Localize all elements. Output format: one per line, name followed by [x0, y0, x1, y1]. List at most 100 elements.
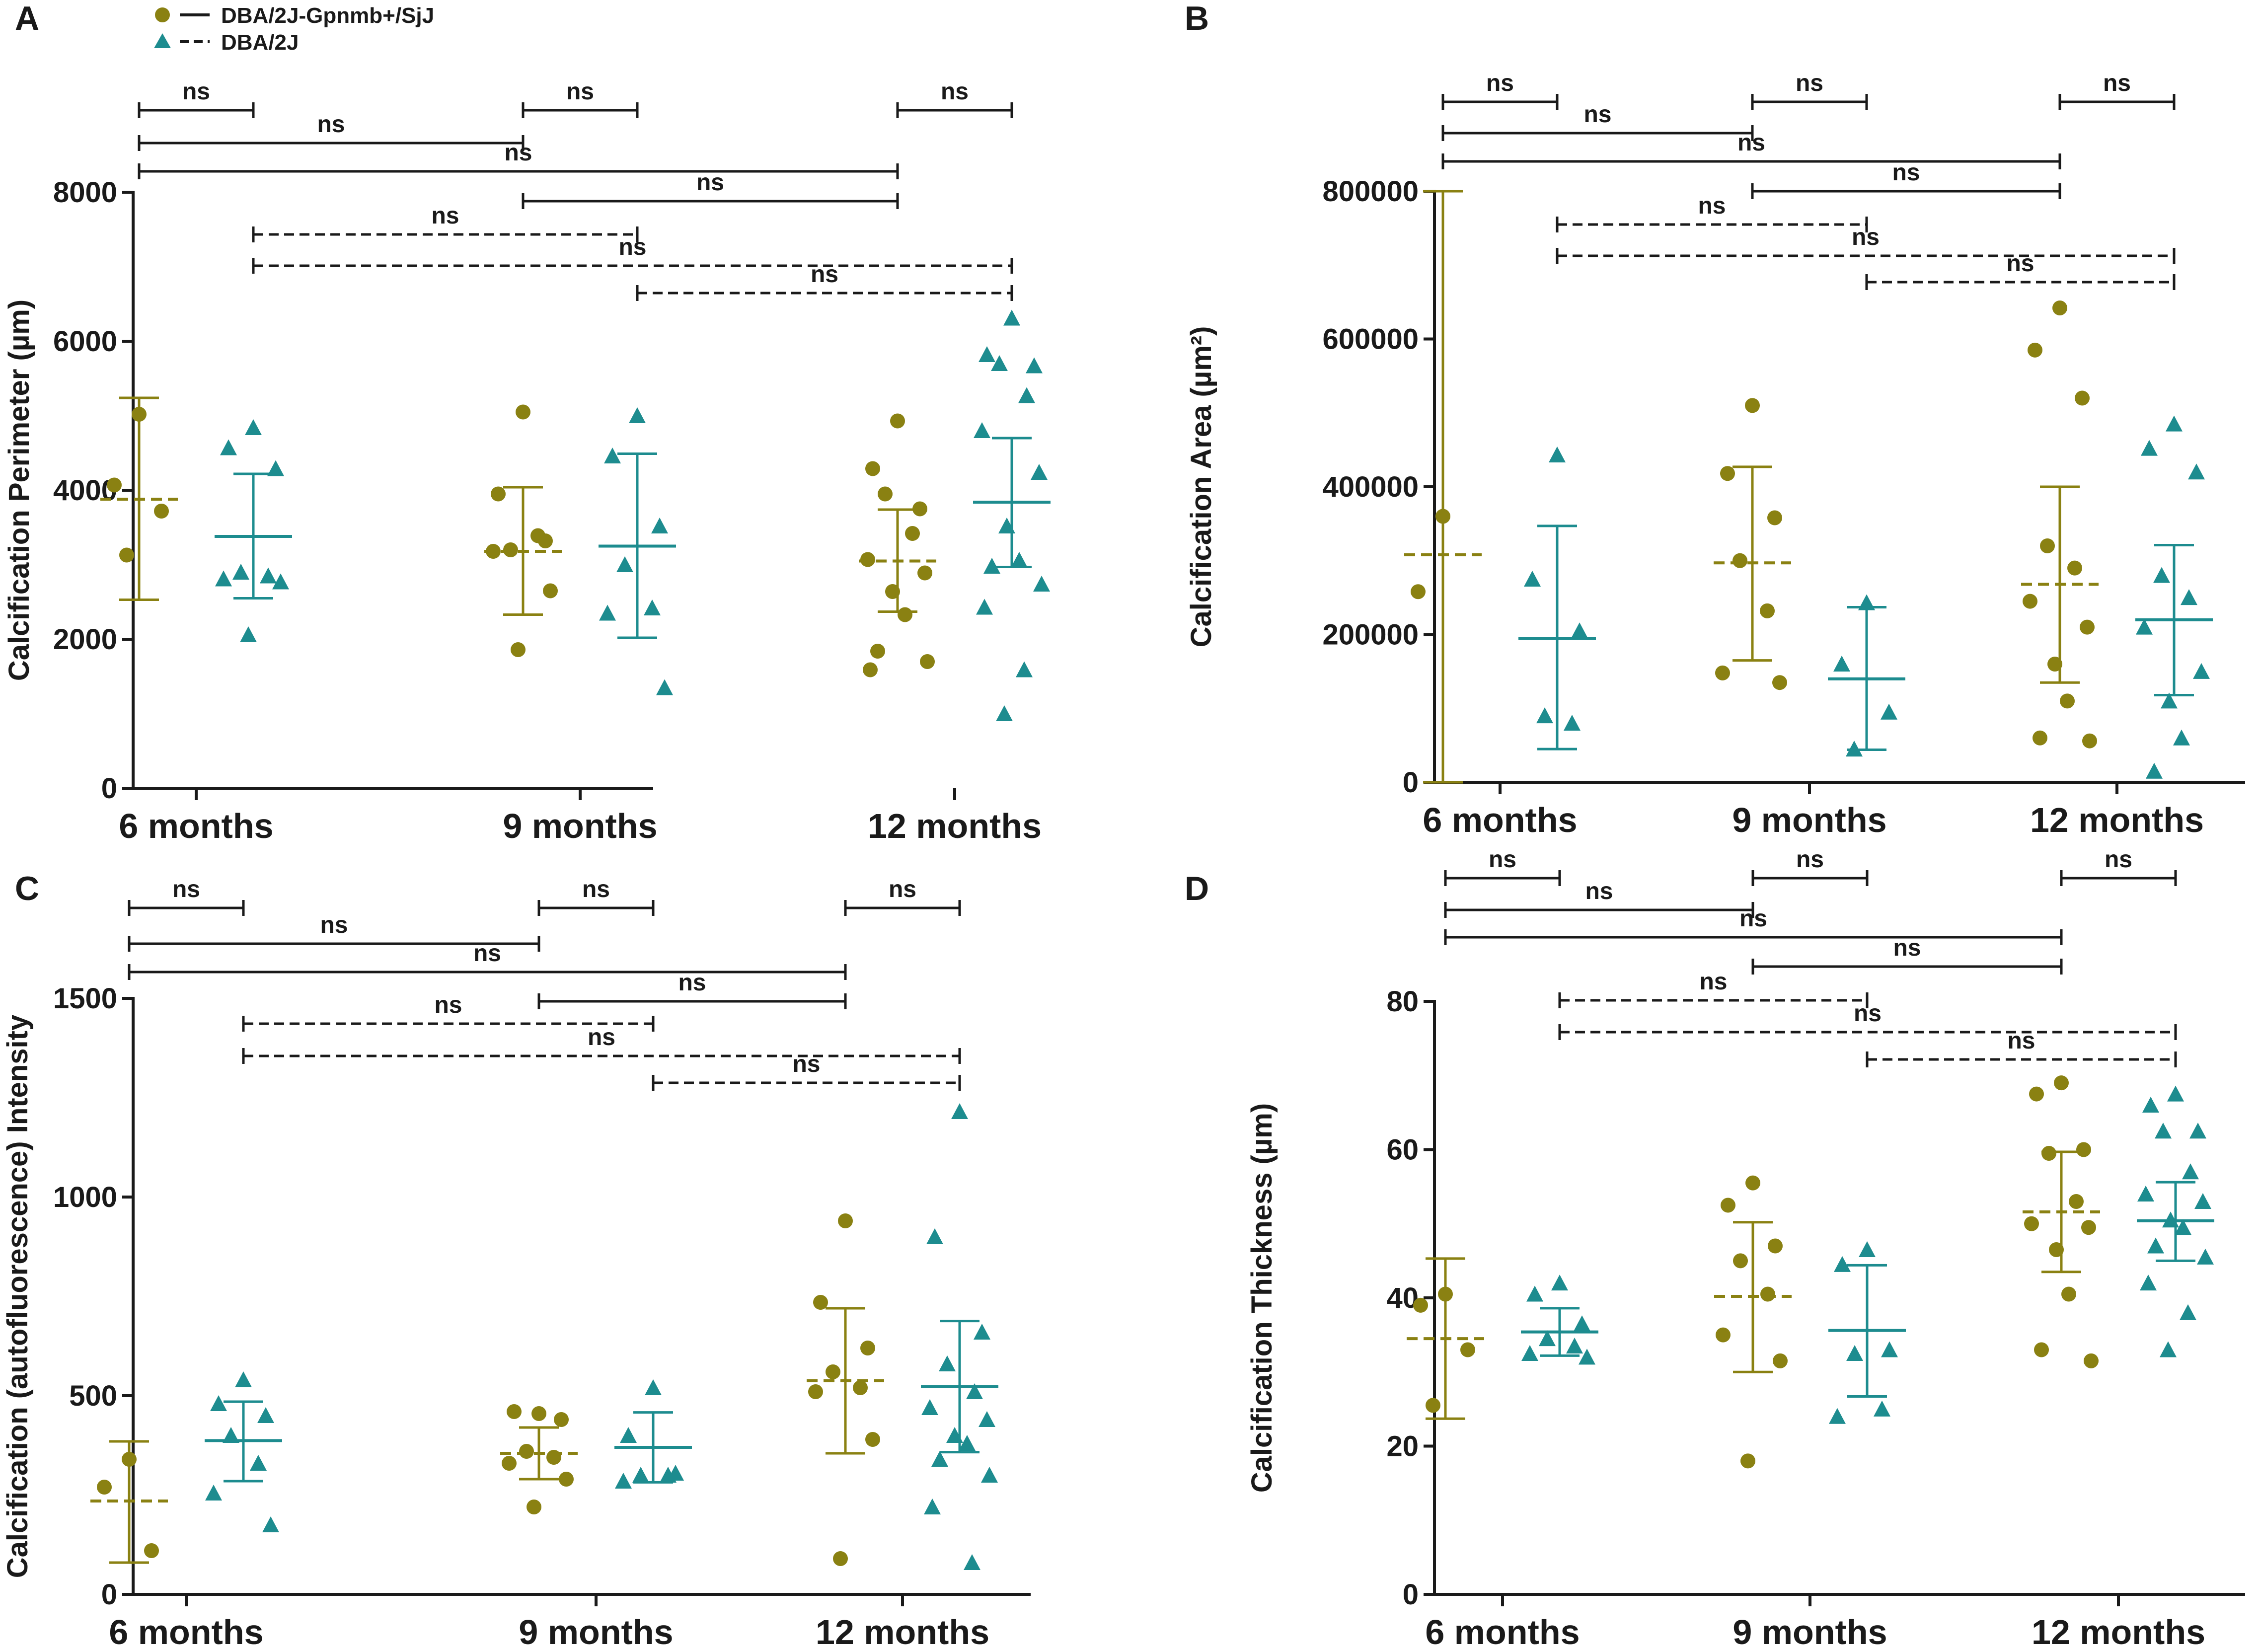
- point-6-months-dba2j: [215, 570, 232, 587]
- point-9-months-gpnmb: [1745, 398, 1760, 413]
- comparison-label: ns: [1796, 846, 1824, 873]
- point-12-months-gpnmb: [898, 607, 912, 622]
- point-12-months-dba2j: [2146, 762, 2163, 779]
- comparison-label: ns: [811, 261, 838, 288]
- point-6-months-gpnmb: [144, 1543, 159, 1558]
- point-9-months-gpnmb: [1760, 1286, 1775, 1302]
- point-9-months-gpnmb: [1773, 1353, 1788, 1368]
- point-12-months-dba2j: [2182, 1163, 2199, 1180]
- point-6-months-gpnmb: [1413, 1297, 1428, 1313]
- comparison-label: ns: [320, 912, 348, 938]
- point-12-months-dba2j: [2160, 1341, 2177, 1357]
- point-9-months-gpnmb: [1733, 553, 1747, 568]
- point-12-months-dba2j: [951, 1103, 968, 1119]
- legend-label: DBA/2J-Gpnmb+/SjJ: [221, 3, 434, 28]
- point-12-months-gpnmb: [905, 526, 920, 541]
- point-12-months-dba2j: [983, 558, 1000, 574]
- point-9-months-gpnmb: [559, 1472, 574, 1487]
- point-12-months-dba2j: [979, 1411, 995, 1427]
- comparison-label: ns: [2007, 1028, 2035, 1054]
- legend-label: DBA/2J: [221, 30, 299, 55]
- x-tick-label-9-months: 9 months: [503, 807, 657, 845]
- point-9-months-gpnmb: [531, 1406, 546, 1421]
- point-12-months-dba2j: [2142, 1096, 2159, 1113]
- point-6-months-gpnmb: [97, 1480, 112, 1495]
- x-tick-label-9-months: 9 months: [1733, 1613, 1887, 1652]
- point-6-months-dba2j: [205, 1485, 222, 1501]
- point-12-months-gpnmb: [2024, 1216, 2039, 1231]
- point-6-months-dba2j: [1549, 447, 1566, 463]
- panel-letter: A: [15, 0, 39, 37]
- point-12-months-gpnmb: [808, 1384, 823, 1399]
- point-12-months-gpnmb: [2047, 657, 2062, 672]
- point-12-months-gpnmb: [2082, 733, 2097, 749]
- point-12-months-gpnmb: [838, 1213, 853, 1228]
- point-6-months-dba2j: [210, 1395, 227, 1411]
- point-9-months-dba2j: [632, 1467, 649, 1483]
- x-tick-label-12-months: 12 months: [2030, 801, 2204, 839]
- y-tick-label: 20: [1386, 1430, 1419, 1463]
- comparison-label: ns: [1739, 905, 1767, 932]
- x-tick-label-6-months: 6 months: [119, 807, 273, 845]
- point-9-months-gpnmb: [1760, 603, 1775, 618]
- point-12-months-gpnmb: [2029, 1086, 2044, 1102]
- point-9-months-dba2j: [645, 1379, 662, 1395]
- point-12-months-dba2j: [931, 1451, 948, 1467]
- point-6-months-gpnmb: [1460, 1342, 1475, 1357]
- comparison-label: ns: [434, 992, 462, 1018]
- point-9-months-dba2j: [620, 1427, 637, 1443]
- point-9-months-dba2j: [615, 1473, 632, 1489]
- y-tick-label: 2000: [53, 623, 117, 656]
- point-12-months-gpnmb: [2069, 1194, 2084, 1209]
- point-9-months-gpnmb: [527, 1500, 541, 1514]
- comparison-label: ns: [1489, 846, 1516, 873]
- point-12-months-gpnmb: [2080, 619, 2095, 635]
- comparison-label: ns: [317, 111, 345, 138]
- point-12-months-gpnmb: [860, 1341, 875, 1355]
- point-12-months-dba2j: [966, 1383, 983, 1399]
- point-12-months-gpnmb: [860, 552, 875, 567]
- point-12-months-dba2j: [2153, 567, 2170, 583]
- y-tick-label: 400000: [1322, 471, 1419, 503]
- point-12-months-gpnmb: [2052, 300, 2067, 316]
- point-9-months-gpnmb: [530, 528, 545, 543]
- comparison-label: ns: [2006, 250, 2034, 277]
- panel-letter: C: [15, 870, 39, 907]
- point-12-months-gpnmb: [2075, 390, 2090, 406]
- comparison-label: ns: [1796, 70, 1823, 96]
- comparison-label: ns: [2103, 70, 2131, 96]
- comparison-label: ns: [1585, 878, 1613, 904]
- point-12-months-gpnmb: [2040, 538, 2055, 553]
- point-12-months-dba2j: [996, 705, 1013, 721]
- point-9-months-dba2j: [1859, 1241, 1876, 1257]
- point-6-months-dba2j: [220, 439, 237, 455]
- point-6-months-gpnmb: [1426, 1398, 1440, 1413]
- comparison-label: ns: [1583, 101, 1611, 128]
- comparison-label: ns: [1892, 159, 1920, 186]
- comparison-label: ns: [1699, 969, 1727, 995]
- point-12-months-gpnmb: [878, 486, 893, 502]
- point-6-months-dba2j: [260, 567, 277, 584]
- y-axis-label: Calcification Area (µm²): [1185, 326, 1217, 648]
- x-tick-label-9-months: 9 months: [1732, 801, 1886, 839]
- y-axis-label: Calcification Thickness (µm): [1246, 1103, 1278, 1493]
- point-9-months-dba2j: [1874, 1400, 1890, 1417]
- point-12-months-dba2j: [2166, 415, 2183, 432]
- comparison-label: ns: [182, 78, 210, 105]
- point-12-months-dba2j: [946, 1427, 963, 1443]
- point-12-months-gpnmb: [917, 565, 932, 581]
- point-9-months-dba2j: [1846, 1345, 1863, 1361]
- point-9-months-dba2j: [1846, 741, 1863, 757]
- point-6-months-dba2j: [1571, 622, 1588, 639]
- comparison-label: ns: [1893, 935, 1921, 961]
- point-9-months-gpnmb: [519, 1444, 534, 1459]
- point-9-months-dba2j: [616, 556, 633, 572]
- point-9-months-gpnmb: [1715, 665, 1730, 680]
- point-6-months-gpnmb: [1435, 509, 1450, 524]
- point-6-months-dba2j: [257, 1407, 274, 1423]
- point-12-months-dba2j: [979, 346, 995, 362]
- point-12-months-gpnmb: [2034, 1342, 2049, 1357]
- comparison-label: ns: [889, 876, 916, 902]
- y-tick-label: 0: [1403, 1578, 1419, 1611]
- comparison-label: ns: [2105, 846, 2132, 873]
